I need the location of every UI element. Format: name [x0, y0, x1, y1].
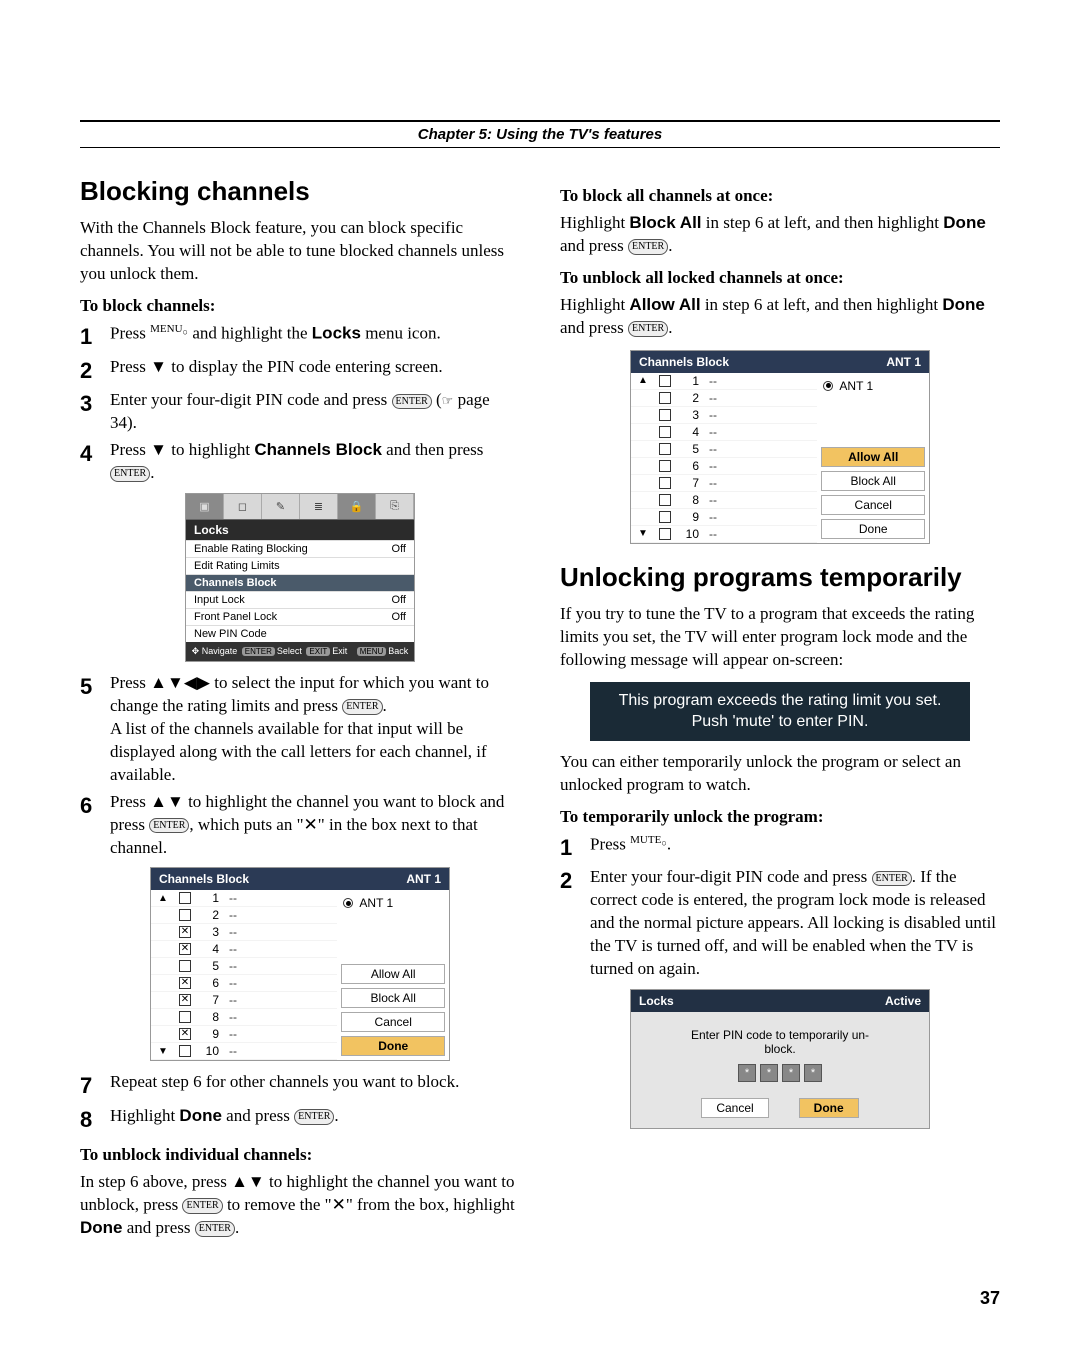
unblock-individual-text: In step 6 above, press ▲▼ to highlight t… [80, 1171, 520, 1240]
updown-icon: ▲▼ [231, 1172, 265, 1191]
step-1: Press MENU○ and highlight the Locks menu… [110, 322, 520, 352]
step-num-2: 2 [80, 356, 110, 386]
channels-block-screenshot-2: Channels BlockANT 1 ▲1--2--3--4--5--6--7… [630, 350, 930, 544]
enter-icon: ENTER [392, 394, 432, 410]
locks-row-selected: Channels Block [186, 574, 414, 591]
enter-icon: ENTER [182, 1198, 222, 1214]
sub-unblock-individual: To unblock individual channels: [80, 1145, 520, 1165]
tab-icon: ✎ [262, 494, 300, 519]
block-all-button: Block All [821, 471, 925, 491]
unlocking-p4: You can either temporarily unlock the pr… [560, 751, 1000, 797]
section-heading-blocking: Blocking channels [80, 176, 520, 207]
allow-all-button: Allow All [821, 447, 925, 467]
unblock-all-text: Highlight Allow All in step 6 at left, a… [560, 294, 1000, 340]
chapter-header: Chapter 5: Using the TV's features [80, 120, 1000, 148]
r-step-1: Press MUTE○. [590, 833, 1000, 863]
step-5: Press ▲▼◀▶ to select the input for which… [110, 672, 520, 787]
r-step-2: Enter your four-digit PIN code and press… [590, 866, 1000, 981]
step-8: Highlight Done and press ENTER. [110, 1105, 520, 1135]
sub-unblock-all: To unblock all locked channels at once: [560, 268, 1000, 288]
intro-text: With the Channels Block feature, you can… [80, 217, 520, 286]
step-2: Press ▼ to display the PIN code entering… [110, 356, 520, 386]
step-num-4: 4 [80, 439, 110, 485]
locks-row: New PIN Code [186, 625, 414, 642]
done-button: Done [821, 519, 925, 539]
tab-icon: ≣ [300, 494, 338, 519]
enter-icon: ENTER [628, 321, 668, 337]
x-icon: ✕ [304, 815, 318, 834]
block-all-button: Block All [341, 988, 445, 1008]
tab-icon: ▣ [186, 494, 224, 519]
step-3: Enter your four-digit PIN code and press… [110, 389, 520, 435]
cb-rows: ▲1--2--3--4--5--6--7--8--9--▼10-- [631, 373, 817, 543]
sub-to-block: To block channels: [80, 296, 520, 316]
locks-footer: ✥ Navigate ENTERSelect EXITExit MENUBack [186, 642, 414, 661]
tab-icon: 🔒 [338, 494, 376, 519]
enter-icon: ENTER [195, 1221, 235, 1237]
right-column: To block all channels at once: Highlight… [560, 176, 1000, 1250]
step-num-5: 5 [80, 672, 110, 787]
cancel-button: Cancel [701, 1098, 768, 1118]
step-num-8: 8 [80, 1105, 110, 1135]
enter-icon: ENTER [294, 1109, 334, 1125]
page-number: 37 [980, 1288, 1000, 1309]
hand-icon: ☞ [442, 393, 454, 408]
left-column: Blocking channels With the Channels Bloc… [80, 176, 520, 1250]
cancel-button: Cancel [341, 1012, 445, 1032]
locks-row: Front Panel LockOff [186, 608, 414, 625]
unlocking-intro: If you try to tune the TV to a program t… [560, 603, 1000, 672]
x-icon: ✕ [332, 1195, 346, 1214]
mute-icon: MUTE○ [630, 834, 667, 846]
done-button: Done [799, 1098, 859, 1118]
tab-icon: ◻ [224, 494, 262, 519]
allow-all-button: Allow All [341, 964, 445, 984]
sub-block-all: To block all channels at once: [560, 186, 1000, 206]
step-num-6: 6 [80, 791, 110, 860]
sub-temp-unlock: To temporarily unlock the program: [560, 807, 1000, 827]
enter-icon: ENTER [342, 699, 382, 715]
locks-row: Enable Rating BlockingOff [186, 540, 414, 557]
updown-icon: ▲▼ [150, 792, 184, 811]
pin-stars: **** [641, 1064, 919, 1082]
step-4: Press ▼ to highlight Channels Block and … [110, 439, 520, 485]
enter-icon: ENTER [872, 871, 912, 887]
locks-title: Locks [186, 520, 414, 540]
locks-row: Input LockOff [186, 591, 414, 608]
step-num-7: 7 [80, 1071, 110, 1101]
channels-block-screenshot-1: Channels BlockANT 1 ▲1--2--✕3--✕4--5--✕6… [150, 867, 450, 1061]
pin-entry-screenshot: LocksActive Enter PIN code to temporaril… [630, 989, 930, 1129]
section-heading-unlocking: Unlocking programs temporarily [560, 562, 1000, 593]
step-num-2: 2 [560, 866, 590, 981]
step-7: Repeat step 6 for other channels you wan… [110, 1071, 520, 1101]
block-all-text: Highlight Block All in step 6 at left, a… [560, 212, 1000, 258]
ant-radio: ANT 1 [341, 894, 445, 916]
menu-icon: MENU○ [150, 323, 188, 335]
locks-menu-screenshot: ▣ ◻ ✎ ≣ 🔒 ⎘ Locks Enable Rating Blocking… [185, 493, 415, 662]
ant-radio: ANT 1 [821, 377, 925, 399]
cancel-button: Cancel [821, 495, 925, 515]
step-num-1: 1 [80, 322, 110, 352]
step-6: Press ▲▼ to highlight the channel you wa… [110, 791, 520, 860]
done-button: Done [341, 1036, 445, 1056]
step-num-3: 3 [80, 389, 110, 435]
step-num-1: 1 [560, 833, 590, 863]
cb-rows: ▲1--2--✕3--✕4--5--✕6--✕7--8--✕9--▼10-- [151, 890, 337, 1060]
enter-icon: ENTER [110, 466, 150, 482]
locks-row: Edit Rating Limits [186, 557, 414, 574]
tab-icon: ⎘ [376, 494, 414, 519]
down-arrow-icon: ▼ [150, 357, 167, 376]
down-arrow-icon: ▼ [150, 440, 167, 459]
arrows-icon: ▲▼◀▶ [150, 673, 210, 692]
enter-icon: ENTER [628, 239, 668, 255]
enter-icon: ENTER [149, 818, 189, 834]
rating-limit-banner: This program exceeds the rating limit yo… [590, 682, 970, 741]
